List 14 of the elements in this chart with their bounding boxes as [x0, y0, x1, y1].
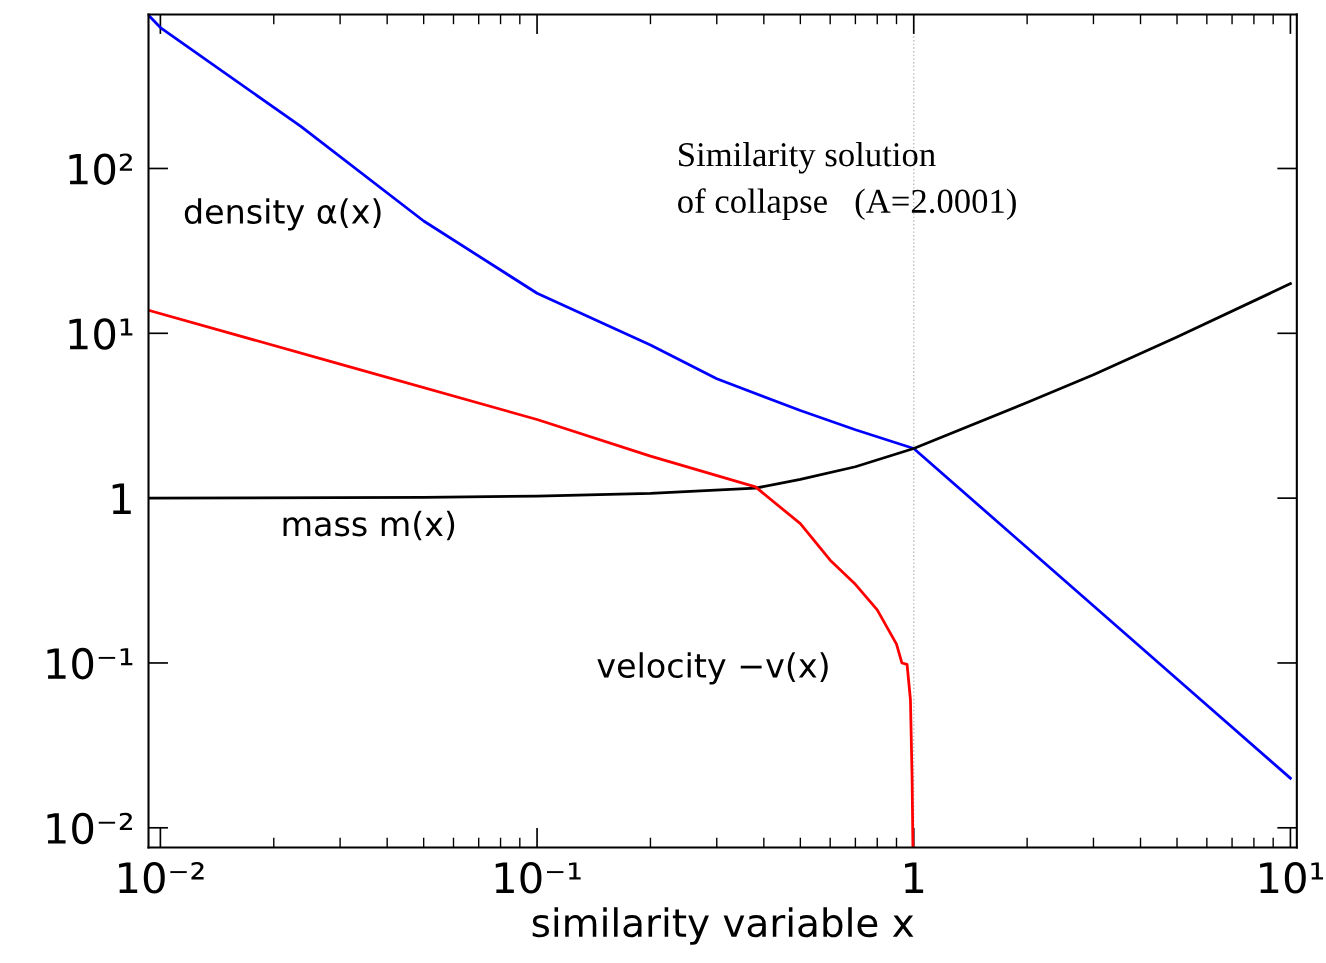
y-tick-label: 1 [112, 483, 131, 514]
x-axis-title: similarity variable x [532, 907, 914, 945]
y-tick-label: 10² [69, 153, 132, 185]
x-tick-label: 10⁻¹ [495, 862, 581, 894]
annotation: Similarity solution of collapse (A=2.0001) [678, 142, 1016, 221]
annotation: mass m(x) [283, 510, 455, 541]
x-tick-label: 10¹ [1260, 862, 1323, 894]
y-tick-label: 10¹ [69, 318, 133, 350]
y-tick-label: 10⁻² [47, 812, 132, 845]
annotation: velocity −v(x) [597, 652, 828, 685]
y-tick-label: 10⁻¹ [47, 647, 133, 680]
x-tick-label: 10⁻² [119, 862, 204, 894]
x-tick-label: 1 [905, 862, 924, 893]
annotation: density α(x) [184, 198, 381, 231]
